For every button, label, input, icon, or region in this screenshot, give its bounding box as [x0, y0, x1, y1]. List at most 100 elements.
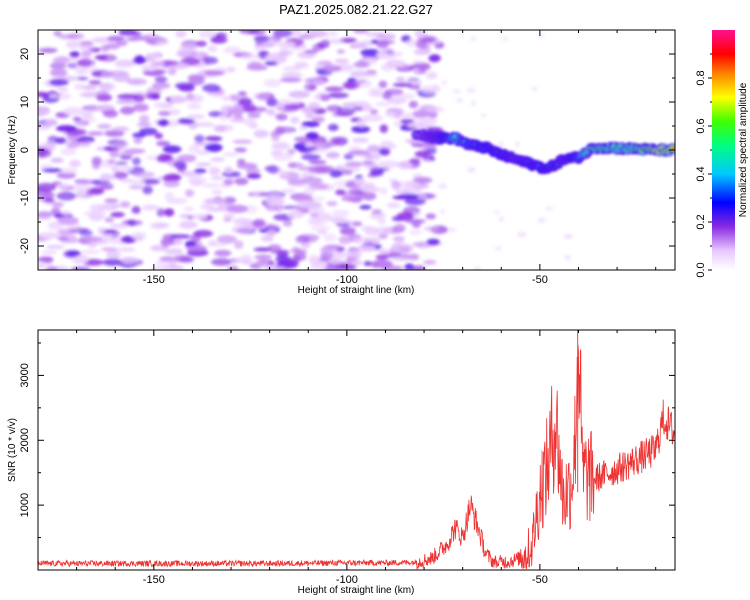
- heatmap-cell: [323, 233, 337, 242]
- heatmap-cell: [424, 226, 439, 232]
- y-tick-label: 20: [19, 48, 31, 60]
- heatmap-cell: [136, 122, 152, 127]
- heatmap-cell: [421, 37, 436, 44]
- snr-panel: -150 -100 -50 1000 2000 3000 Height of straig…: [7, 329, 676, 596]
- heatmap-cell: [195, 40, 207, 47]
- heatmap-cell: [196, 150, 211, 155]
- heatmap-cell: [392, 236, 405, 242]
- heatmap-cell: [405, 219, 426, 224]
- heatmap-cell: [91, 156, 102, 166]
- heatmap-cell: [499, 216, 504, 222]
- heatmap-cell: [60, 148, 77, 156]
- y-tick-label: -20: [19, 238, 31, 254]
- heatmap-cell: [279, 77, 302, 83]
- heatmap-cell: [50, 207, 61, 216]
- heatmap-cell: [132, 31, 142, 37]
- heatmap-cell: [374, 226, 393, 235]
- heatmap-cell: [112, 126, 130, 132]
- heatmap-cell: [179, 43, 199, 50]
- heatmap-cell: [380, 47, 394, 55]
- heatmap-cell: [254, 254, 272, 260]
- heatmap-cell: [47, 266, 58, 270]
- heatmap-cell: [58, 34, 78, 40]
- heatmap-cell: [391, 242, 403, 250]
- heatmap-cell: [310, 216, 323, 224]
- heatmap-cell: [119, 201, 131, 208]
- heatmap-cell: [339, 226, 356, 236]
- heatmap-cell: [384, 112, 397, 117]
- heatmap-cell: [76, 68, 85, 75]
- heatmap-cell: [310, 262, 328, 270]
- heatmap-cell: [210, 36, 228, 44]
- heatmap-cell: [88, 80, 102, 86]
- heatmap-cell: [537, 218, 546, 223]
- heatmap-cell: [195, 162, 212, 167]
- heatmap-cell: [113, 171, 128, 180]
- heatmap-cell: [132, 157, 141, 166]
- heatmap-cell: [139, 114, 150, 124]
- heatmap-cell: [348, 149, 370, 156]
- heatmap-cell: [331, 209, 350, 217]
- heatmap-cell: [155, 260, 174, 267]
- heatmap-cell: [104, 198, 119, 203]
- heatmap-cell: [57, 216, 79, 225]
- heatmap-cell: [473, 266, 481, 270]
- heatmap-cell: [38, 47, 58, 54]
- heatmap-cell: [362, 114, 384, 122]
- heatmap-cell: [154, 76, 168, 84]
- heatmap-cell: [183, 206, 195, 212]
- heatmap-cell: [303, 187, 316, 196]
- heatmap-cell: [133, 137, 143, 144]
- heatmap-cell: [263, 78, 282, 88]
- heatmap-cell: [227, 107, 245, 115]
- y-tick-label: -10: [19, 190, 31, 206]
- heatmap-cell: [179, 213, 191, 219]
- heatmap-cell: [517, 231, 527, 238]
- heatmap-cell: [325, 86, 344, 92]
- colorbar-tick-label: 0.8: [695, 70, 707, 85]
- heatmap-cell: [426, 238, 441, 246]
- heatmap-cell: [313, 142, 325, 149]
- heatmap-cell: [412, 176, 433, 184]
- y-tick-label: 0: [19, 147, 31, 153]
- heatmap-cell: [405, 39, 418, 47]
- heatmap-cell: [375, 254, 389, 260]
- heatmap-cell: [76, 58, 96, 68]
- heatmap-cell: [305, 113, 315, 119]
- heatmap-cell: [480, 113, 487, 117]
- heatmap-cell: [162, 145, 182, 154]
- snr-ylabel: SNR (10 * v/v): [7, 418, 18, 482]
- heatmap-cell: [376, 33, 396, 40]
- heatmap-cell: [393, 223, 406, 233]
- heatmap-cell: [368, 87, 384, 94]
- heatmap-cell: [423, 259, 437, 265]
- heatmap-cell: [140, 178, 161, 185]
- heatmap-cell: [411, 265, 426, 270]
- heatmap-cell: [205, 136, 223, 142]
- heatmap-cell: [283, 103, 306, 110]
- heatmap-cell: [115, 99, 138, 105]
- heatmap-cell: [227, 265, 239, 270]
- figure-title: PAZ1.2025.082.21.22.G27: [279, 2, 433, 17]
- heatmap-cell: [408, 100, 419, 109]
- heatmap-cell: [354, 137, 370, 143]
- heatmap-cell: [173, 254, 192, 263]
- y-tick-label: 10: [19, 96, 31, 108]
- heatmap-cell: [65, 40, 85, 47]
- colorbar: 0.0 0.2 0.4 0.6 0.8 Normalized spectral ampl…: [695, 30, 749, 278]
- heatmap-cell: [420, 145, 428, 151]
- heatmap-cell: [308, 165, 329, 174]
- heatmap-cell: [186, 94, 204, 103]
- heatmap-cell: [102, 233, 113, 239]
- heatmap-cell: [186, 103, 202, 110]
- heatmap-cell: [353, 61, 370, 68]
- heatmap-cell: [39, 232, 61, 239]
- heatmap-cell: [175, 30, 187, 38]
- heatmap-cell: [184, 189, 195, 198]
- heatmap-cell: [367, 144, 380, 153]
- heatmap-cell: [348, 145, 361, 150]
- heatmap-cell: [409, 229, 423, 236]
- heatmap-cell: [131, 231, 147, 241]
- heatmap-cell: [79, 91, 101, 98]
